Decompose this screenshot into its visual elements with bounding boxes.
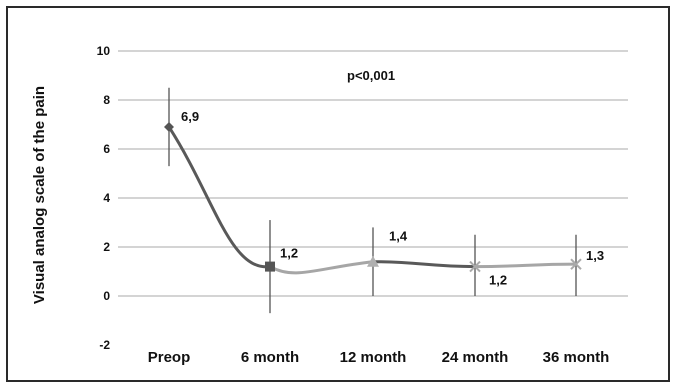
chart-frame xyxy=(6,6,670,382)
y-tick-label: 8 xyxy=(103,93,110,107)
data-point-marker xyxy=(164,121,174,132)
data-label: 6,9 xyxy=(181,109,199,124)
p-value-annotation: p<0,001 xyxy=(347,68,395,83)
line-segment xyxy=(474,262,577,269)
x-tick-label: 12 month xyxy=(340,349,407,366)
data-label: 1,2 xyxy=(280,246,298,261)
line-segment xyxy=(167,126,271,269)
x-tick-label: 36 month xyxy=(543,349,610,366)
data-point-marker xyxy=(265,261,275,272)
y-tick-label: 0 xyxy=(103,289,110,303)
data-point-marker xyxy=(469,260,481,273)
y-axis-label: Visual analog scale of the pain xyxy=(31,86,48,304)
x-tick-label: 6 month xyxy=(241,349,299,366)
line-segment xyxy=(372,260,476,269)
series-line xyxy=(167,126,577,275)
y-tick-label: -2 xyxy=(99,338,110,352)
data-point-marker xyxy=(367,255,379,267)
y-tick-label: 10 xyxy=(97,44,111,58)
data-label: 1,4 xyxy=(389,229,408,244)
error-bars xyxy=(168,87,577,314)
line-segment xyxy=(269,260,374,275)
series-markers xyxy=(164,121,582,273)
x-axis-ticks: Preop 6 month 12 month 24 month 36 month xyxy=(148,349,610,366)
data-labels: 6,9 1,2 1,4 1,2 1,3 xyxy=(181,109,604,288)
data-point-marker xyxy=(570,258,582,270)
y-axis-ticks: -2 0 2 4 6 8 10 xyxy=(97,44,111,352)
y-tick-label: 4 xyxy=(103,191,110,205)
grid-lines xyxy=(118,50,628,297)
y-tick-label: 6 xyxy=(103,142,110,156)
x-tick-label: Preop xyxy=(148,349,191,366)
data-label: 1,2 xyxy=(489,273,507,288)
y-tick-label: 2 xyxy=(103,240,110,254)
data-label: 1,3 xyxy=(586,248,604,263)
x-tick-label: 24 month xyxy=(442,349,509,366)
